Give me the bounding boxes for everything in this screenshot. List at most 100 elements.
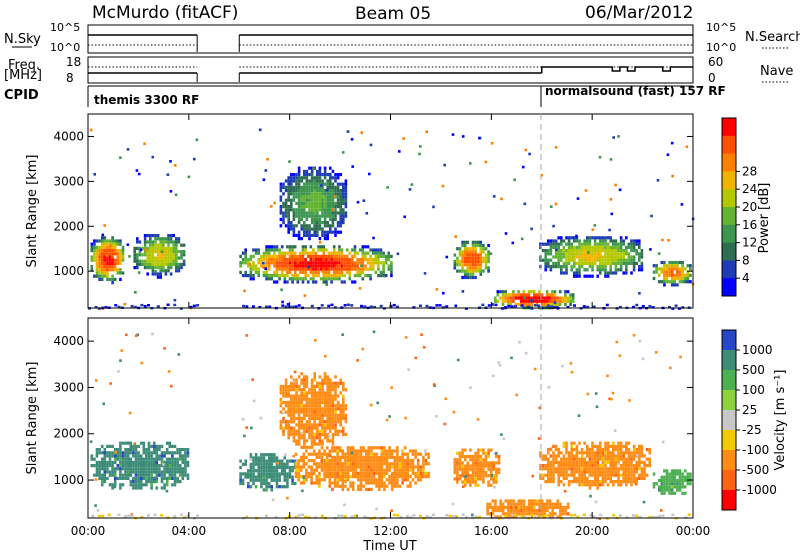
scatter-cell (323, 192, 327, 196)
scatter-cell (549, 480, 553, 484)
scatter-cell (547, 249, 550, 253)
scatter-cell (586, 470, 589, 474)
xtick-label: 00:00 (71, 524, 106, 538)
scatter-cell (570, 451, 573, 455)
scatter-cell (547, 239, 550, 243)
scatter-cell (265, 465, 268, 470)
scatter-cell (287, 388, 290, 392)
scatter-cell (111, 473, 114, 477)
scatter-cell (471, 454, 475, 459)
scatter-cell (279, 404, 283, 408)
scatter-cell (559, 509, 562, 513)
scatter-cell (165, 476, 169, 480)
scatter-cell (554, 261, 558, 265)
colorbar-tick-label: 24 (742, 182, 757, 196)
scatter-cell (578, 265, 581, 269)
scatter-speckle (325, 188, 329, 192)
ground-scatter (658, 514, 662, 518)
scatter-cell (520, 512, 523, 516)
scatter-cell (304, 258, 307, 262)
scatter-cell (300, 192, 303, 196)
scatter-cell (453, 464, 457, 468)
scatter-cell (154, 256, 157, 260)
scatter-cell (129, 451, 133, 455)
scatter-cell (323, 429, 327, 433)
scatter-cell (540, 509, 544, 513)
scatter-cell (359, 468, 363, 472)
scatter-cell (346, 471, 350, 475)
scatter-cell (557, 265, 560, 269)
scatter-cell (632, 448, 636, 452)
scatter-cell (364, 274, 367, 278)
scatter-cell (315, 475, 319, 479)
scatter-cell (291, 459, 294, 463)
scatter-cell (530, 290, 533, 294)
colorbar-tick-label: 8 (742, 253, 750, 267)
scatter-cell (676, 469, 679, 473)
scatter-cell (273, 280, 276, 284)
scatter-cell (573, 464, 576, 468)
scatter-cell (619, 473, 623, 477)
scatter-cell (124, 441, 127, 445)
scatter-cell (673, 267, 677, 271)
scatter-cell (323, 394, 327, 398)
scatter-cell (670, 273, 674, 277)
scatter-cell (249, 267, 253, 271)
scatter-cell (143, 240, 147, 244)
scatter-cell (411, 459, 415, 463)
scatter-cell (390, 462, 394, 466)
scatter-cell (556, 505, 560, 509)
scatter-cell (108, 265, 112, 269)
scatter-cell (622, 271, 625, 275)
scatter-speckle (93, 173, 96, 176)
scatter-cell (614, 473, 618, 477)
scatter-cell (484, 266, 488, 270)
scatter-cell (103, 268, 107, 272)
scatter-cell (339, 205, 342, 209)
scatter-cell (463, 269, 467, 273)
scatter-cell (295, 391, 298, 395)
scatter-cell (326, 381, 329, 385)
scatter-cell (145, 454, 148, 458)
scatter-cell (336, 205, 340, 209)
scatter-cell (305, 413, 309, 417)
scatter-cell (469, 256, 472, 260)
scatter-cell (103, 476, 107, 480)
scatter-cell (317, 270, 320, 274)
scatter-cell (458, 259, 462, 264)
scatter-cell (339, 192, 342, 196)
scatter-cell (270, 248, 274, 252)
scatter-cell (172, 243, 175, 247)
scatter-cell (300, 176, 303, 180)
scatter-cell (292, 410, 296, 414)
scatter-cell (487, 454, 490, 459)
scatter-cell (321, 416, 324, 421)
ground-scatter (425, 514, 429, 518)
scatter-cell (151, 272, 155, 276)
scatter-cell (583, 441, 586, 445)
scatter-cell (124, 473, 127, 477)
scatter-cell (575, 268, 579, 272)
scatter-cell (326, 182, 329, 186)
scatter-cell (303, 432, 306, 437)
scatter-cell (609, 470, 612, 474)
scatter-cell (570, 242, 573, 246)
scatter-cell (301, 258, 305, 262)
scatter-cell (358, 258, 362, 262)
scatter-cell (461, 259, 464, 264)
scatter-cell (303, 201, 306, 205)
scatter-cell (267, 459, 271, 463)
scatter-cell (385, 468, 389, 472)
scatter-cell (331, 192, 335, 196)
scatter-cell (370, 465, 373, 469)
scatter-cell (517, 505, 521, 509)
scatter-cell (604, 239, 607, 243)
scatter-cell (113, 483, 117, 487)
scatter-cell (681, 472, 684, 476)
scatter-cell (466, 480, 470, 484)
scatter-cell (316, 381, 319, 385)
scatter-cell (139, 454, 143, 458)
scatter-cell (566, 299, 570, 303)
scatter-cell (90, 249, 94, 253)
scatter-cell (453, 263, 457, 267)
